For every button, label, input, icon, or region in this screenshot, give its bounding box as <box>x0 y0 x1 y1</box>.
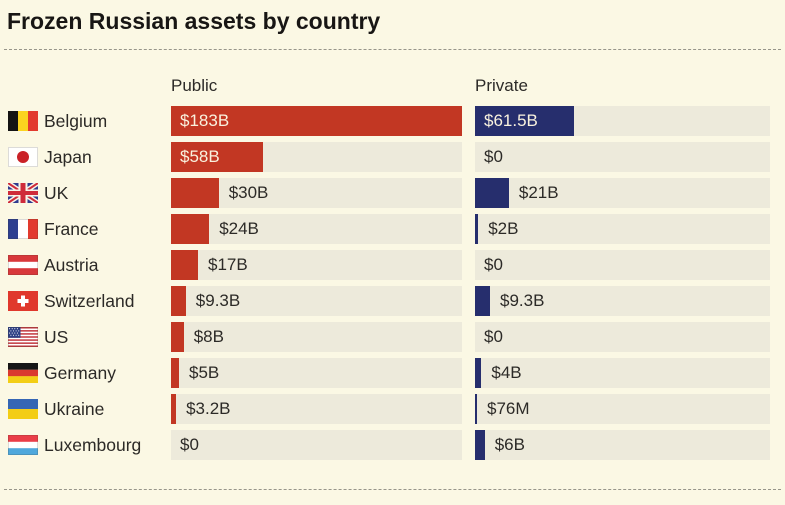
private-bar-track: $21B <box>475 178 770 208</box>
public-bar-track: $8B <box>171 322 462 352</box>
belgium-flag-icon <box>8 106 44 136</box>
austria-flag-icon <box>8 250 44 280</box>
public-bar <box>171 178 219 208</box>
public-value-label: $183B <box>180 111 230 130</box>
public-bar-track: $5B <box>171 358 462 388</box>
column-gap <box>462 286 475 316</box>
private-column-header: Private <box>475 76 528 95</box>
top-divider <box>4 49 781 50</box>
private-bar-track: $61.5B <box>475 106 770 136</box>
private-bar <box>475 106 575 136</box>
country-label: Luxembourg <box>44 435 142 455</box>
country-label: Belgium <box>44 111 108 131</box>
france-flag-icon <box>8 214 44 244</box>
private-bar <box>475 178 509 208</box>
private-bar-track: $4B <box>475 358 770 388</box>
germany-flag-icon <box>8 358 44 388</box>
column-gap <box>462 178 475 208</box>
private-bar <box>475 430 485 460</box>
country-label: France <box>44 219 99 239</box>
private-bar-track: $6B <box>475 430 770 460</box>
column-gap <box>462 214 475 244</box>
public-value-label: $0 <box>180 435 199 454</box>
private-value-label: $21B <box>518 183 559 202</box>
public-bar-track: $0 <box>171 430 462 460</box>
column-gap <box>462 106 475 136</box>
private-value-label: $0 <box>484 147 503 166</box>
column-gap <box>462 430 475 460</box>
public-bar-track: $24B <box>171 214 462 244</box>
column-gap <box>462 250 475 280</box>
private-bar-track: $76M <box>475 394 770 424</box>
country-label: Japan <box>44 147 92 167</box>
country-label: Germany <box>44 363 116 383</box>
private-value-label: $76M <box>487 399 530 418</box>
public-value-label: $24B <box>219 219 259 238</box>
public-value-label: $5B <box>189 363 220 382</box>
luxembourg-flag-icon <box>8 430 44 460</box>
private-value-label: $2B <box>488 219 519 238</box>
private-value-label: $0 <box>484 327 503 346</box>
column-gap <box>462 394 475 424</box>
chart-title: Frozen Russian assets by country <box>7 8 381 34</box>
bottom-divider <box>4 489 781 490</box>
ukraine-flag-icon <box>8 394 44 424</box>
public-bar-track: $30B <box>171 178 462 208</box>
column-gap <box>462 142 475 172</box>
private-value-label: $4B <box>491 363 522 382</box>
private-bar <box>475 214 479 244</box>
public-bar <box>171 250 198 280</box>
private-value-label: $61.5B <box>484 111 538 130</box>
private-bar-track: $9.3B <box>475 286 770 316</box>
public-value-label: $17B <box>208 255 248 274</box>
public-value-label: $58B <box>180 147 220 166</box>
public-bar <box>171 358 179 388</box>
public-value-label: $9.3B <box>195 291 241 310</box>
country-label: US <box>44 327 69 347</box>
us-flag-icon <box>8 322 44 352</box>
public-bar <box>171 142 264 172</box>
private-bar-track: $2B <box>475 214 770 244</box>
country-label: Austria <box>44 255 99 275</box>
japan-flag-icon <box>8 142 44 172</box>
header-gap <box>462 76 475 100</box>
public-bar-track: $9.3B <box>171 286 462 316</box>
public-value-label: $8B <box>193 327 224 346</box>
public-value-label: $3.2B <box>186 399 231 418</box>
header-spacer <box>8 76 171 100</box>
private-bar <box>475 286 490 316</box>
column-gap <box>462 322 475 352</box>
private-bar-track: $0 <box>475 250 770 280</box>
public-bar <box>171 286 186 316</box>
public-bar <box>171 214 210 244</box>
private-bar-track: $0 <box>475 142 770 172</box>
private-bar-track: $0 <box>475 322 770 352</box>
chart-grid: Public Private Belgium $183B $61.5B Japan $5… <box>8 76 785 460</box>
private-value-label: $0 <box>484 255 503 274</box>
public-bar-track: $3.2B <box>171 394 462 424</box>
private-value-label: $6B <box>494 435 525 454</box>
public-column-header: Public <box>171 76 218 95</box>
country-label: Ukraine <box>44 399 105 419</box>
private-bar <box>475 358 482 388</box>
public-bar <box>171 322 184 352</box>
country-label: Switzerland <box>44 291 135 311</box>
public-bar-track: $58B <box>171 142 462 172</box>
public-value-label: $30B <box>228 183 269 202</box>
private-value-label: $9.3B <box>500 291 545 310</box>
switzerland-flag-icon <box>8 286 44 316</box>
private-bar <box>475 394 477 424</box>
public-bar-track: $183B <box>171 106 462 136</box>
country-label: UK <box>44 183 69 203</box>
public-bar <box>171 106 462 136</box>
public-bar-track: $17B <box>171 250 462 280</box>
column-gap <box>462 358 475 388</box>
public-bar <box>171 394 177 424</box>
uk-flag-icon <box>8 178 44 208</box>
